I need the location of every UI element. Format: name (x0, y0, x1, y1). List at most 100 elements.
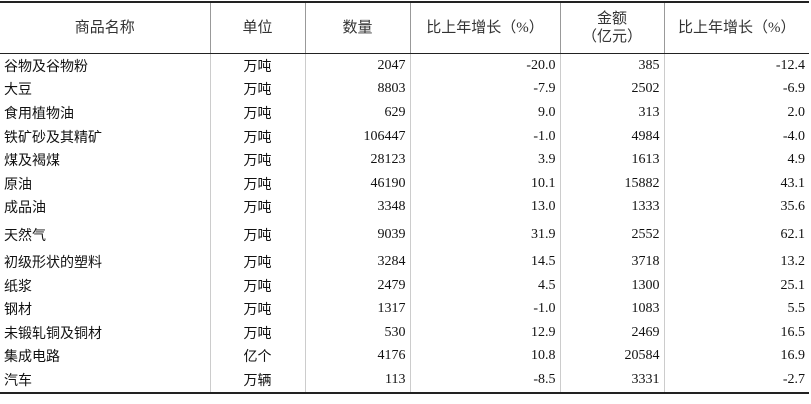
value-cell: 35.6 (663, 195, 809, 220)
value-cell: 2502 (559, 77, 664, 102)
header-cell: 金额 （亿元） (559, 1, 664, 54)
value-cell: -4.0 (663, 124, 809, 149)
unit: 万吨 (209, 148, 305, 172)
value-cell: 106447 (304, 124, 410, 149)
value-cell: 4984 (559, 124, 664, 149)
value-cell: 4.5 (409, 273, 560, 298)
value-cell: 12.9 (409, 320, 560, 345)
value-cell: 46190 (304, 171, 410, 196)
value-cell: -7.9 (409, 77, 560, 102)
product-name: 未锻轧铜及铜材 (4, 326, 102, 342)
product-name: 天然气 (4, 228, 46, 244)
header-cell: 数量 (304, 1, 410, 54)
value-cell: -12.4 (663, 53, 809, 78)
value-cell: 62.1 (663, 219, 809, 251)
value-cell: -1.0 (409, 297, 560, 321)
table-row: 未锻轧铜及铜材 万吨 530 12.9 2469 16.5 (0, 320, 809, 345)
value-cell: 1317 (304, 297, 410, 321)
product-name: 汽车 (0, 368, 210, 394)
product-name: 铁矿砂及其精矿 (4, 130, 102, 146)
value-cell: 1300 (559, 273, 664, 298)
value-cell: 3331 (559, 368, 664, 394)
product-name: 大豆 (4, 83, 32, 99)
header-line: （亿元） (581, 29, 642, 45)
value-cell: 113 (304, 368, 410, 394)
unit: 万吨 (209, 297, 305, 321)
unit: 万辆 (209, 368, 305, 394)
header-line: 金额 (596, 11, 627, 27)
product-name: 煤及褐煤 (4, 154, 60, 170)
value-cell: 14.5 (409, 250, 560, 274)
table-row: 铁矿砂及其精矿 万吨 106447 -1.0 4984 -4.0 (0, 124, 809, 149)
value-cell: 385 (559, 53, 664, 78)
value-cell: -20.0 (409, 53, 560, 78)
unit: 万吨 (209, 320, 305, 345)
value-cell: 4.9 (663, 148, 809, 172)
unit: 万吨 (209, 273, 305, 298)
table-row: 成品油 万吨 3348 13.0 1333 35.6 (0, 195, 809, 220)
table-row: 集成电路 亿个 4176 10.8 20584 16.9 (0, 344, 809, 369)
value-cell: 43.1 (663, 171, 809, 196)
value-cell: 1083 (559, 297, 664, 321)
value-cell: 13.2 (663, 250, 809, 274)
unit: 万吨 (209, 77, 305, 102)
header-cell: 比上年增长（%） (663, 1, 809, 54)
value-cell: 25.1 (663, 273, 809, 298)
table-row: 大豆 万吨 8803 -7.9 2502 -6.9 (0, 77, 809, 102)
value-cell: 530 (304, 320, 410, 345)
unit: 万吨 (209, 124, 305, 149)
value-cell: 3.9 (409, 148, 560, 172)
value-cell: 15882 (559, 171, 664, 196)
value-cell: 1333 (559, 195, 664, 220)
value-cell: 3348 (304, 195, 410, 220)
product-name: 钢材 (4, 303, 32, 319)
value-cell: -6.9 (663, 77, 809, 102)
table-body: 谷物及谷物粉 万吨 2047 -20.0 385 -12.4 大豆 万吨 8803 -7.9 250… (0, 53, 809, 394)
value-cell: -1.0 (409, 124, 560, 149)
table-row: 煤及褐煤 万吨 28123 3.9 1613 4.9 (0, 148, 809, 172)
unit: 万吨 (209, 53, 305, 78)
value-cell: 9.0 (409, 101, 560, 125)
value-cell: 16.5 (663, 320, 809, 345)
product-name: 集成电路 (4, 350, 60, 366)
product-name: 食用植物油 (4, 106, 74, 122)
unit: 万吨 (209, 250, 305, 274)
value-cell: 31.9 (409, 219, 560, 251)
value-cell: 3284 (304, 250, 410, 274)
table-row: 汽车 万辆 113 -8.5 3331 -2.7 (0, 368, 809, 394)
value-cell: 20584 (559, 344, 664, 369)
value-cell: -8.5 (409, 368, 560, 394)
unit: 万吨 (209, 195, 305, 220)
header-cell: 商品名称 (0, 1, 210, 54)
value-cell: -2.7 (663, 368, 809, 394)
value-cell: 2479 (304, 273, 410, 298)
value-cell: 2047 (304, 53, 410, 78)
value-cell: 13.0 (409, 195, 560, 220)
product-name: 初级形状的塑料 (4, 255, 102, 271)
value-cell: 629 (304, 101, 410, 125)
product-name: 谷物及谷物粉 (4, 59, 88, 75)
value-cell: 3718 (559, 250, 664, 274)
table-row: 谷物及谷物粉 万吨 2047 -20.0 385 -12.4 (0, 53, 809, 78)
value-cell: 10.8 (409, 344, 560, 369)
value-cell: 28123 (304, 148, 410, 172)
unit: 亿个 (209, 344, 305, 369)
value-cell: 10.1 (409, 171, 560, 196)
value-cell: 2469 (559, 320, 664, 345)
value-cell: 4176 (304, 344, 410, 369)
trade-table: 商品名称 单位 数量 比上年增长（%） 金额 （亿元） 比上年增长（%） 谷物及谷物粉 万吨 2… (0, 1, 809, 394)
product-name: 纸浆 (4, 279, 32, 295)
value-cell: 2552 (559, 219, 664, 251)
header-row: 商品名称 单位 数量 比上年增长（%） 金额 （亿元） 比上年增长（%） (0, 1, 809, 54)
header-cell: 单位 (209, 1, 305, 54)
value-cell: 9039 (304, 219, 410, 251)
value-cell: 5.5 (663, 297, 809, 321)
value-cell: 16.9 (663, 344, 809, 369)
product-name: 原油 (4, 177, 32, 193)
unit: 万吨 (209, 171, 305, 196)
value-cell: 2.0 (663, 101, 809, 125)
unit: 万吨 (209, 219, 305, 251)
table-row: 食用植物油 万吨 629 9.0 313 2.0 (0, 101, 809, 125)
product-name: 成品油 (4, 201, 46, 217)
